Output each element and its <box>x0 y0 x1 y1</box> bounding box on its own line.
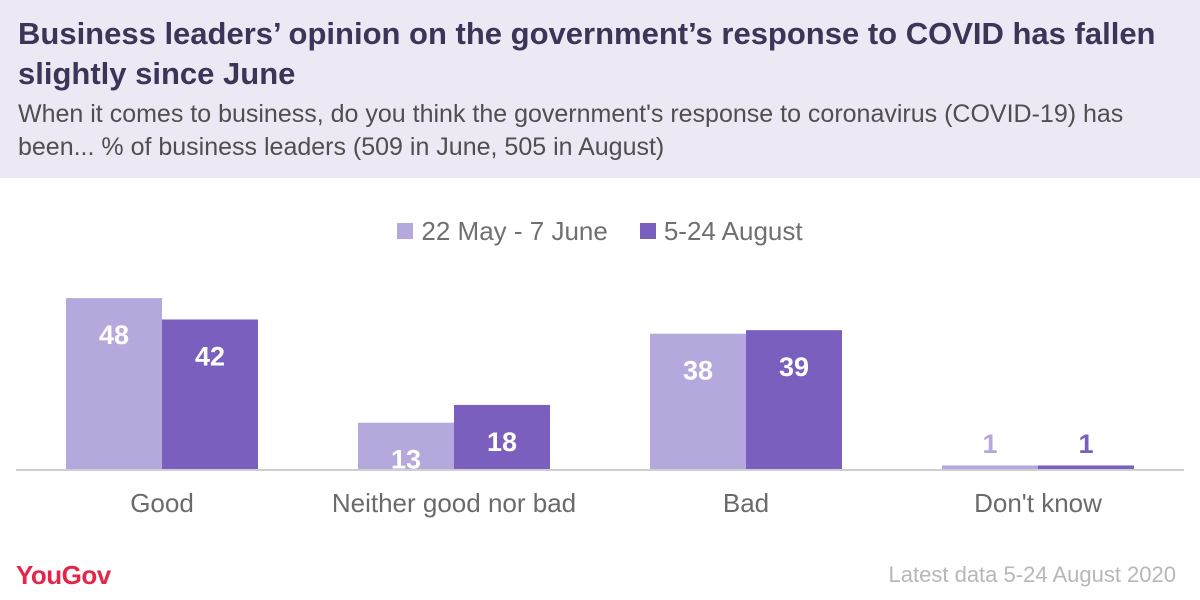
legend-swatch-series-1 <box>397 223 414 239</box>
data-label-bad-series-2: 39 <box>779 352 809 382</box>
legend-label-series-2: 5-24 August <box>663 215 803 246</box>
data-label-good-series-2: 42 <box>195 341 225 371</box>
legend-item-series-1: 22 May - 7 June <box>397 215 608 247</box>
legend-label-series-1: 22 May - 7 June <box>421 215 608 246</box>
data-label-bad-series-1: 38 <box>683 356 713 386</box>
yougov-logo: YouGov <box>16 560 111 590</box>
chart-subtitle: When it comes to business, do you think … <box>18 100 1124 161</box>
category-label-good: Good <box>130 488 194 518</box>
bar-good-series-2 <box>162 319 258 469</box>
legend-item-series-2: 5-24 August <box>639 215 803 247</box>
latest-data-note: Latest data 5-24 August 2020 <box>888 562 1176 587</box>
data-label-good-series-1: 48 <box>99 320 129 350</box>
bar-neither-good-nor-bad-series-2 <box>454 404 550 469</box>
bar-bad-series-2 <box>746 330 842 469</box>
category-label-don-t-know: Don't know <box>974 488 1102 518</box>
data-label-don-t-know-series-1: 1 <box>982 429 997 459</box>
header-banner: Business leaders’ opinion on the governm… <box>0 0 1200 178</box>
legend-swatch-series-2 <box>639 223 656 239</box>
chart-title: Business leaders’ opinion on the governm… <box>18 16 1156 91</box>
category-label-neither-good-nor-bad: Neither good nor bad <box>332 488 576 518</box>
legend: 22 May - 7 June 5-24 August <box>0 213 1200 249</box>
category-label-bad: Bad <box>723 488 769 518</box>
data-label-don-t-know-series-2: 1 <box>1078 429 1093 459</box>
bar-don-t-know-series-2 <box>1038 465 1134 469</box>
bar-good-series-1 <box>66 298 162 469</box>
bar-neither-good-nor-bad-series-1 <box>358 422 454 469</box>
data-label-neither-good-nor-bad-series-2: 18 <box>487 427 517 457</box>
bar-don-t-know-series-1 <box>942 465 1038 469</box>
bar-bad-series-1 <box>650 333 746 469</box>
